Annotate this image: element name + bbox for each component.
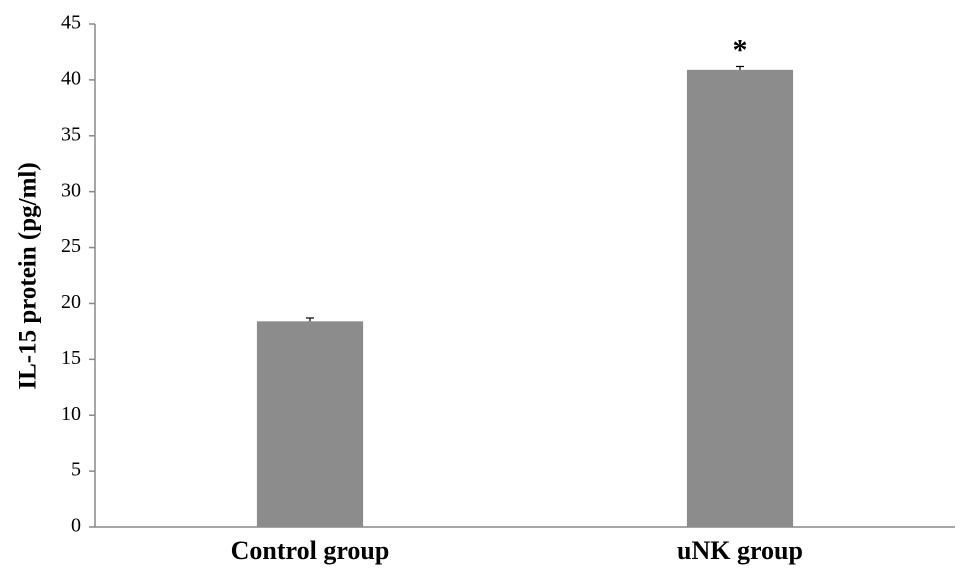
bar bbox=[686, 69, 794, 527]
y-tick-label: 35 bbox=[61, 123, 81, 145]
y-tick-label: 40 bbox=[61, 67, 81, 89]
y-tick-label: 45 bbox=[61, 12, 81, 34]
bar bbox=[256, 321, 364, 527]
y-tick-label: 5 bbox=[71, 459, 81, 481]
y-tick-label: 10 bbox=[61, 403, 81, 425]
y-tick-label: 25 bbox=[61, 235, 81, 257]
error-bar bbox=[306, 317, 314, 322]
x-tick-label: Control group bbox=[231, 536, 390, 565]
y-axis-label: IL-15 protein (pg/ml) bbox=[15, 162, 42, 389]
y-tick-label: 20 bbox=[61, 291, 81, 313]
x-tick-label: uNK group bbox=[677, 536, 803, 565]
y-tick-label: 15 bbox=[61, 347, 81, 369]
y-tick-label: 0 bbox=[71, 515, 81, 537]
y-tick-label: 30 bbox=[61, 179, 81, 201]
annotation: * bbox=[733, 33, 748, 66]
error-bar bbox=[736, 65, 744, 70]
